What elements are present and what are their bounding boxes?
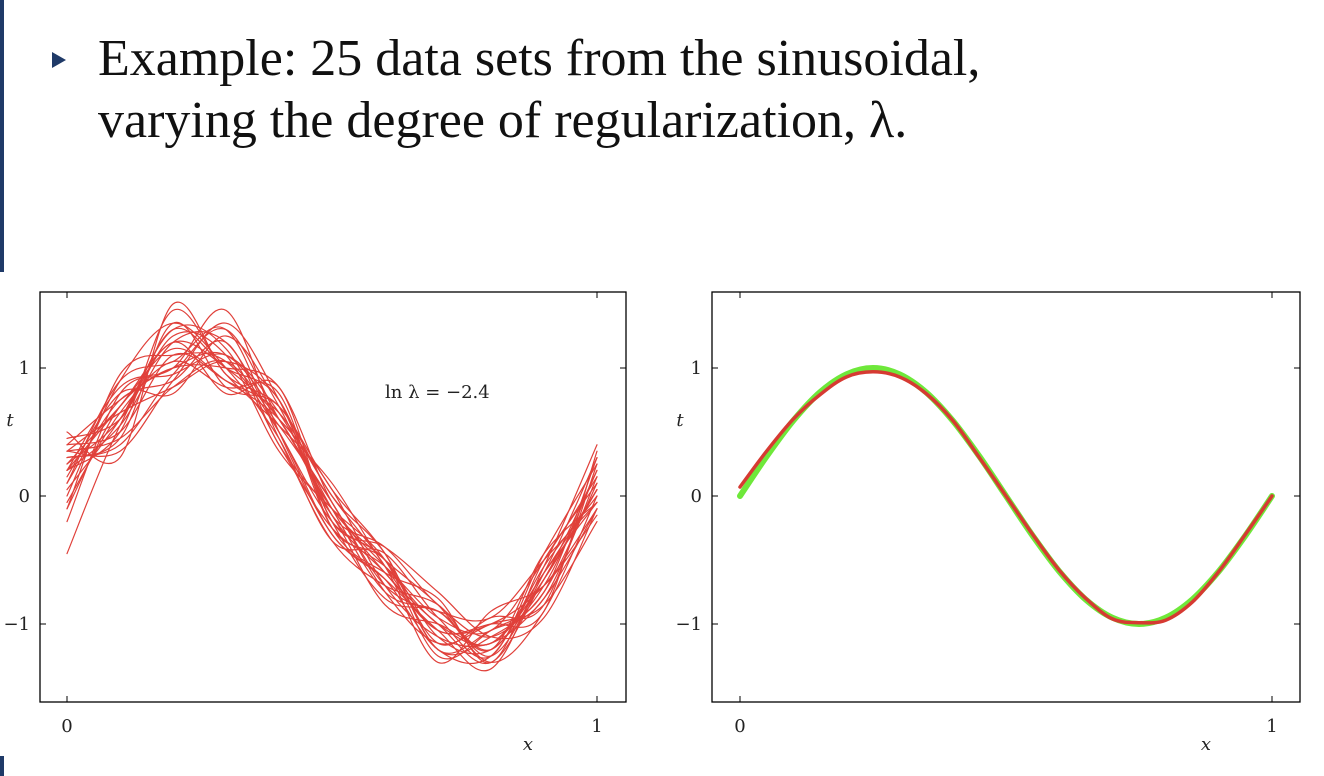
left-series-line-15 xyxy=(66,352,598,665)
right-xtick-label: 0 xyxy=(734,716,745,737)
left-lambda-annotation: ln λ = −2.4 xyxy=(385,382,490,403)
left-ytick-label: 0 xyxy=(19,486,30,507)
slide-accent-bar-bottom xyxy=(0,756,4,776)
left-series-line-19 xyxy=(66,364,598,665)
left-series-line-14 xyxy=(66,308,598,635)
left-y-axis-label: t xyxy=(6,410,14,431)
left-series-line-13 xyxy=(66,335,598,651)
right-xtick-label: 1 xyxy=(1266,716,1277,737)
right-ytick-label: −1 xyxy=(675,614,702,635)
bullet-text-line-1: Example: 25 data sets from the sinusoida… xyxy=(98,30,981,87)
left-ytick-label: −1 xyxy=(3,614,30,635)
left-series-line-25 xyxy=(66,340,598,646)
slide-accent-bar-top xyxy=(0,0,4,272)
left-series-line-17 xyxy=(66,347,598,648)
right-plot-frame xyxy=(711,291,1301,703)
right-y-axis-label: t xyxy=(676,410,684,431)
bullet-text: Example: 25 data sets from the sinusoida… xyxy=(98,28,980,152)
left-ytick-label: 1 xyxy=(19,358,30,379)
bullet-text-line-2: varying the degree of regularization, λ. xyxy=(98,92,908,149)
bullet-triangle-icon xyxy=(52,52,66,68)
left-plot-frame xyxy=(39,291,627,703)
right-ytick-label: 0 xyxy=(691,486,702,507)
left-series-line-24 xyxy=(66,360,598,635)
left-series-line-23 xyxy=(66,326,598,657)
right-series-line-2 xyxy=(738,370,1274,625)
right-ytick-label: 1 xyxy=(691,358,702,379)
left-xtick-label: 0 xyxy=(61,716,72,737)
left-x-axis-label: x xyxy=(523,734,533,755)
left-xtick-label: 1 xyxy=(591,716,602,737)
left-series-line-18 xyxy=(66,324,598,635)
right-x-axis-label: x xyxy=(1201,734,1211,755)
